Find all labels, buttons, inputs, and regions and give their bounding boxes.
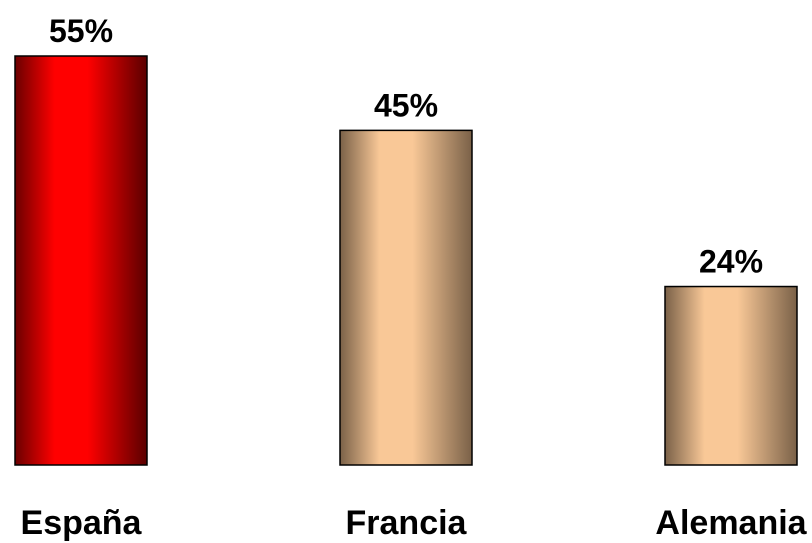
category-label-francia: Francia xyxy=(346,504,468,542)
value-label-espana: 55% xyxy=(49,13,113,49)
value-labels-layer: 55% 45% 24% xyxy=(49,13,763,280)
value-label-francia: 45% xyxy=(374,87,438,123)
value-label-alemania: 24% xyxy=(699,244,763,280)
bar-francia xyxy=(339,129,473,466)
bars-layer xyxy=(14,55,798,466)
bar-alemania xyxy=(664,285,798,466)
category-label-alemania: Alemania xyxy=(655,504,807,542)
category-label-espana: España xyxy=(21,504,143,542)
bar-espana xyxy=(14,55,148,466)
category-labels-layer: España Francia Alemania xyxy=(21,504,808,542)
